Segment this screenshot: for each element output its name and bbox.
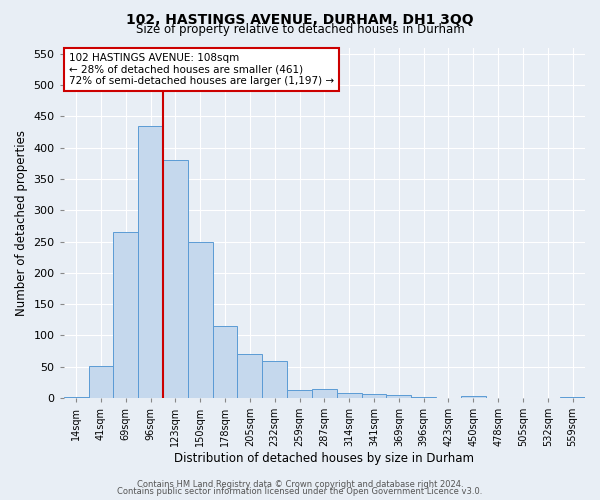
Bar	[560, 397, 585, 398]
Y-axis label: Number of detached properties: Number of detached properties	[15, 130, 28, 316]
Text: 102 HASTINGS AVENUE: 108sqm
← 28% of detached houses are smaller (461)
72% of se: 102 HASTINGS AVENUE: 108sqm ← 28% of det…	[69, 53, 334, 86]
Bar	[212, 326, 238, 398]
Bar	[287, 390, 312, 398]
Bar	[386, 395, 411, 398]
Bar	[163, 160, 188, 398]
X-axis label: Distribution of detached houses by size in Durham: Distribution of detached houses by size …	[175, 452, 475, 465]
Bar	[113, 232, 138, 398]
Bar	[238, 354, 262, 398]
Text: Contains HM Land Registry data © Crown copyright and database right 2024.: Contains HM Land Registry data © Crown c…	[137, 480, 463, 489]
Bar	[64, 397, 89, 398]
Bar	[411, 397, 436, 398]
Bar	[138, 126, 163, 398]
Text: Size of property relative to detached houses in Durham: Size of property relative to detached ho…	[136, 22, 464, 36]
Bar	[337, 393, 362, 398]
Text: Contains public sector information licensed under the Open Government Licence v3: Contains public sector information licen…	[118, 487, 482, 496]
Bar	[188, 242, 212, 398]
Bar	[461, 396, 486, 398]
Bar	[362, 394, 386, 398]
Bar	[89, 366, 113, 398]
Text: 102, HASTINGS AVENUE, DURHAM, DH1 3QQ: 102, HASTINGS AVENUE, DURHAM, DH1 3QQ	[126, 12, 474, 26]
Bar	[312, 390, 337, 398]
Bar	[262, 361, 287, 398]
